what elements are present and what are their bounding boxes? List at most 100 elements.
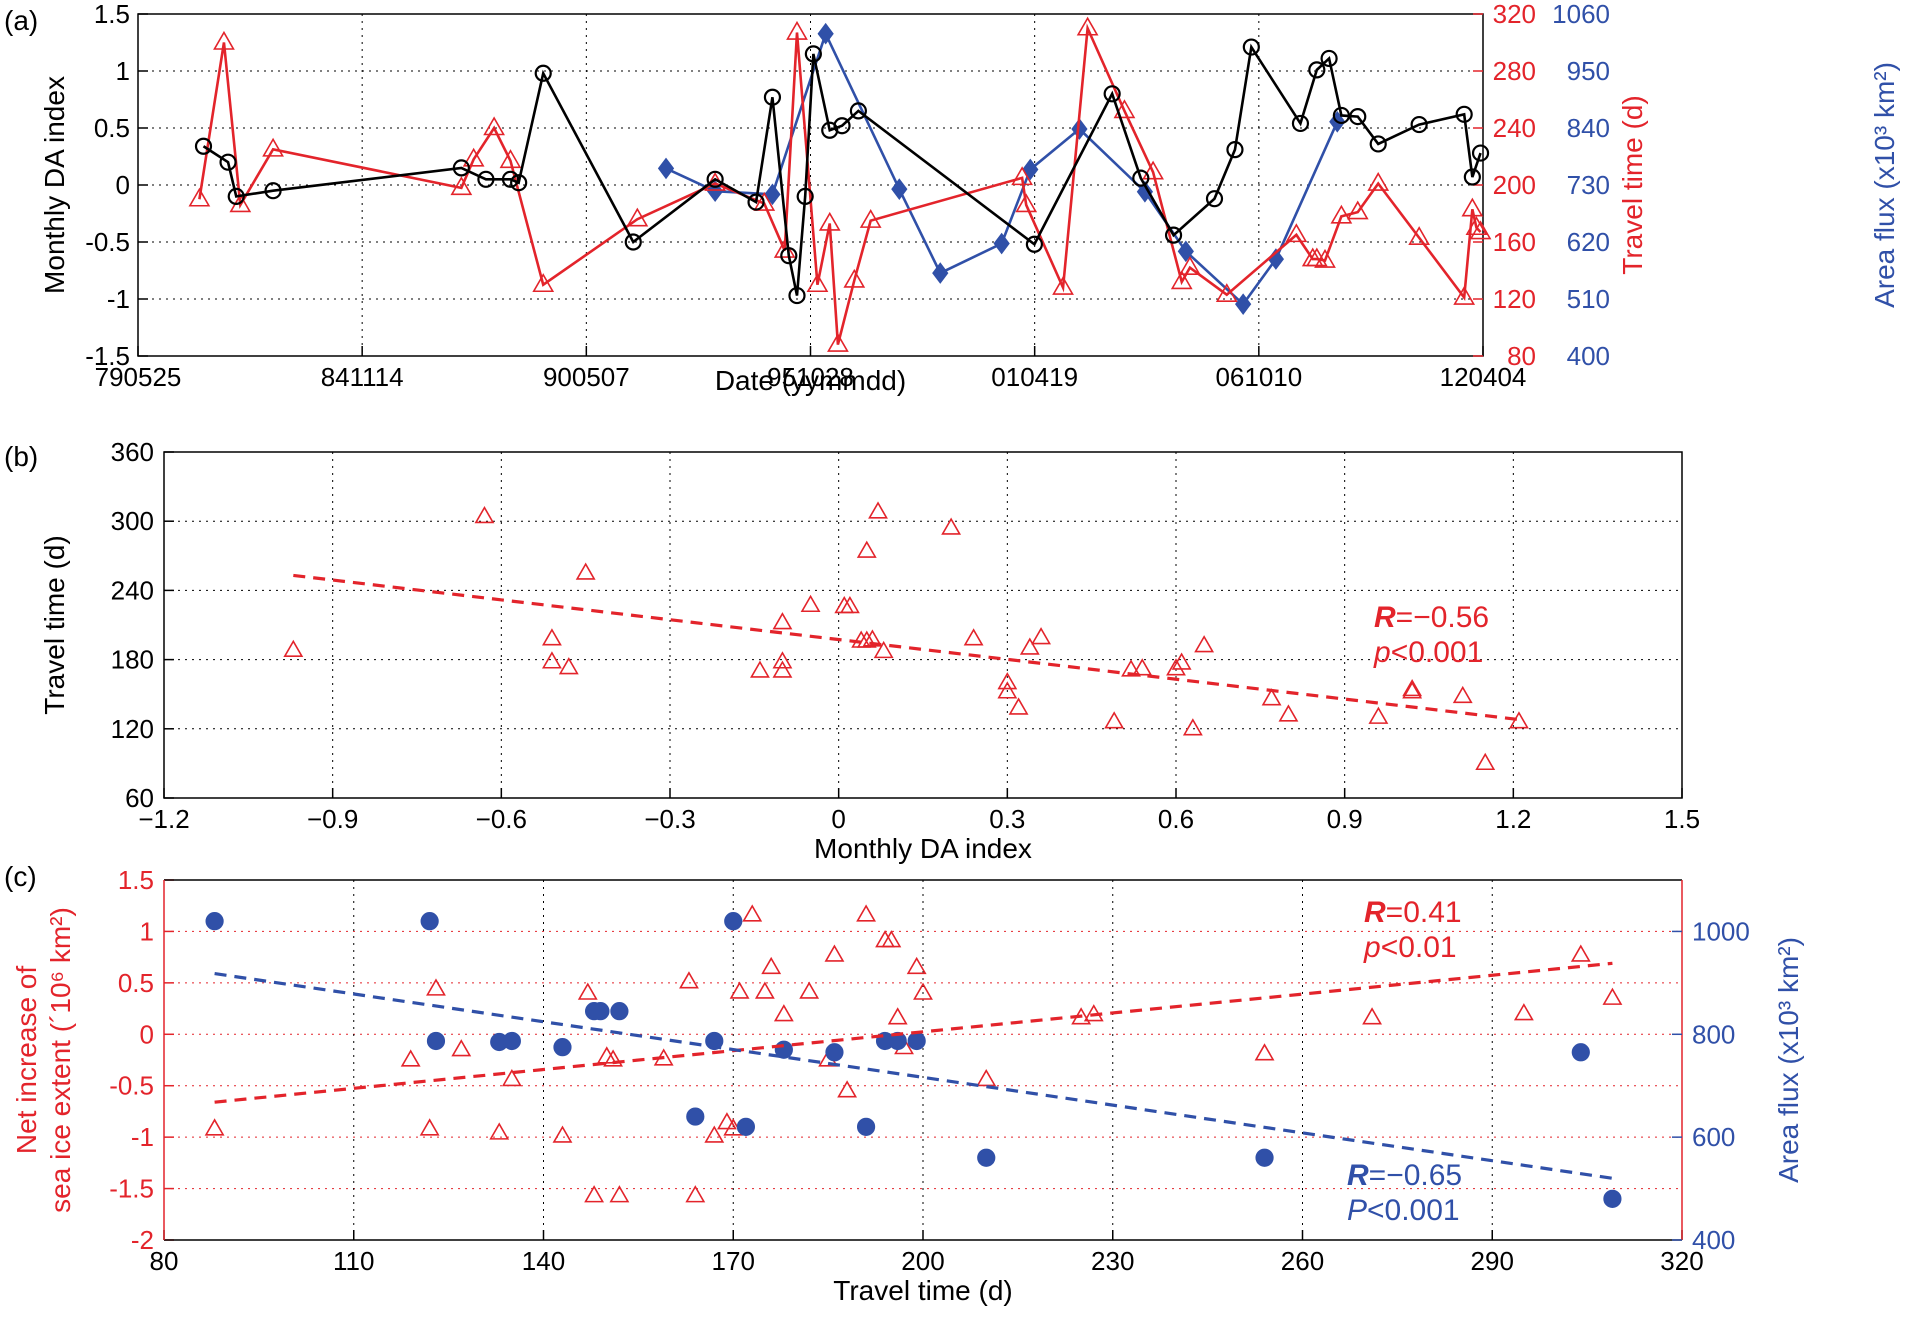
r-symbol: R [1347,1159,1369,1192]
x-tick-label: 0.3 [989,804,1025,834]
x-tick-label: 010419 [991,362,1078,392]
x-tick-label: 951028 [767,362,854,392]
scatter-point [575,562,596,580]
net-increase-point [577,982,598,1000]
da-index-point [804,45,822,63]
area-flux-point [591,1002,610,1021]
da-index-point [706,170,724,188]
x-tick-label: 230 [1091,1246,1134,1276]
fit-line [293,573,1520,722]
r-symbol: R [1374,601,1396,634]
net-increase-point [400,1049,421,1067]
y2-tick-label: 120 [1493,284,1536,314]
travel-time-point [1179,256,1201,275]
scatter-point [1452,685,1473,704]
scatter-point [1261,688,1282,706]
da-index-point [796,187,814,205]
travel-time-point [753,191,776,211]
y-tick-label: 1.5 [94,0,130,29]
scatter-point [997,681,1018,699]
y-tick-label: -1.5 [109,1174,154,1204]
travel-time-point [1314,248,1336,268]
da-index-point [1132,169,1150,187]
scatter-point [873,640,894,659]
scatter-point [1402,681,1423,699]
y-tick-label: 1 [140,916,154,946]
scatter-point [941,517,962,535]
net-increase-point [799,981,820,999]
y-tick-label: 240 [111,575,154,605]
scatter-point [1182,718,1203,736]
net-increase-point [887,1007,908,1025]
da-index-point [780,247,798,265]
net-increase-point [761,956,782,975]
x-axis-label: Travel time (d) [833,1275,1012,1306]
scatter-point [1402,678,1423,697]
area-flux-point [891,178,908,200]
x-tick-label: 900507 [543,362,630,392]
area-flux-point [420,912,439,931]
x-tick-label: 0.6 [1158,804,1194,834]
y-tick-label: -1 [131,1122,154,1152]
da-index-point [1025,235,1043,253]
y3-axis-label: Area flux (x10³ km²) [1869,62,1900,308]
y-tick-label: 1 [116,56,130,86]
net-increase-point [976,1068,997,1087]
net-increase-point [596,1046,617,1064]
scatter-point [800,594,821,613]
scatter-point [868,501,888,519]
travel-time-point [1408,226,1431,246]
r-value: =0.41 [1386,896,1462,929]
da-index-point [477,170,495,188]
x-tick-label: 140 [522,1246,565,1276]
scatter-point [541,651,562,669]
y3-tick-label: 510 [1567,284,1610,314]
da-index-point [452,159,470,177]
y-tick-label: 1.5 [118,865,154,895]
blue-correlation-annotation: R=−0.65 [1347,1159,1462,1192]
scatter-point [856,630,877,648]
blue-p-annotation: P<0.001 [1347,1194,1460,1227]
travel-time-point [1015,193,1038,213]
net-increase-point [679,971,699,989]
da-index-point [1332,106,1350,125]
y2-tick-label: 160 [1493,227,1536,257]
x-tick-label: 0.9 [1327,804,1363,834]
net-increase-point [716,1112,737,1130]
travel-time-point [1052,275,1074,295]
da-index-point [849,102,867,120]
net-increase-point [609,1185,630,1203]
x-tick-label: −0.6 [476,804,527,834]
travel-time-point [859,209,882,228]
area-flux-point [907,1031,926,1051]
scatter-point [1166,658,1186,676]
area-flux-point [1571,1043,1590,1062]
net-increase-point [552,1125,573,1143]
net-increase-point [754,981,775,999]
area-flux-point [502,1031,521,1051]
da-index-point [833,117,851,135]
correlation-annotation: R=−0.56 [1374,601,1489,634]
da-index-point [1226,141,1244,159]
net-increase-point [1362,1007,1383,1025]
y-tick-label: -1 [107,284,130,314]
y2-tick-label: 1000 [1692,916,1750,946]
scatter-point [1121,659,1141,677]
scatter-point [541,628,562,646]
da-index-point [1320,49,1338,68]
x-tick-label: 0 [831,804,845,834]
red-p-annotation: p<0.01 [1363,931,1457,964]
da-index-point [788,286,806,305]
y-axis-label-line1: Net increase of [11,966,42,1155]
p-value: <0.001 [1391,636,1484,669]
area-flux-point [1071,118,1088,140]
x-tick-label: −1.2 [138,804,189,834]
y-tick-label: -0.5 [109,1071,154,1101]
area-flux-point [977,1148,996,1167]
da-index-point [1455,105,1473,123]
da-index-point [1205,190,1224,208]
y3-tick-label: 730 [1567,170,1610,200]
p-symbol: P [1347,1194,1367,1227]
scatter-point [772,612,793,630]
travel-time-point [626,207,649,227]
